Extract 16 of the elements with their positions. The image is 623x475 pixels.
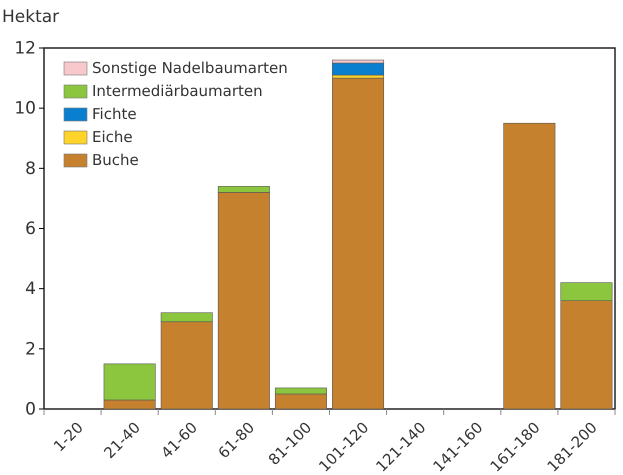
y-tick-label: 2 [25,339,36,360]
bar [332,62,384,76]
legend-label: Fichte [92,105,137,123]
legend-label: Eiche [92,128,133,146]
legend-label: Buche [92,151,139,169]
y-tick-label: 8 [25,158,36,179]
y-tick-label: 10 [14,98,36,119]
legend-label: Sonstige Nadelbaumarten [92,59,288,77]
bar [332,78,384,410]
y-tick-label: 4 [25,279,36,300]
y-tick-label: 6 [25,218,36,239]
y-tick-label: 0 [25,399,36,420]
y-axis-title: Hektar [2,7,60,27]
y-tick-label: 12 [14,38,36,58]
legend-label: Intermediärbaumarten [92,82,263,100]
bar [503,122,556,410]
